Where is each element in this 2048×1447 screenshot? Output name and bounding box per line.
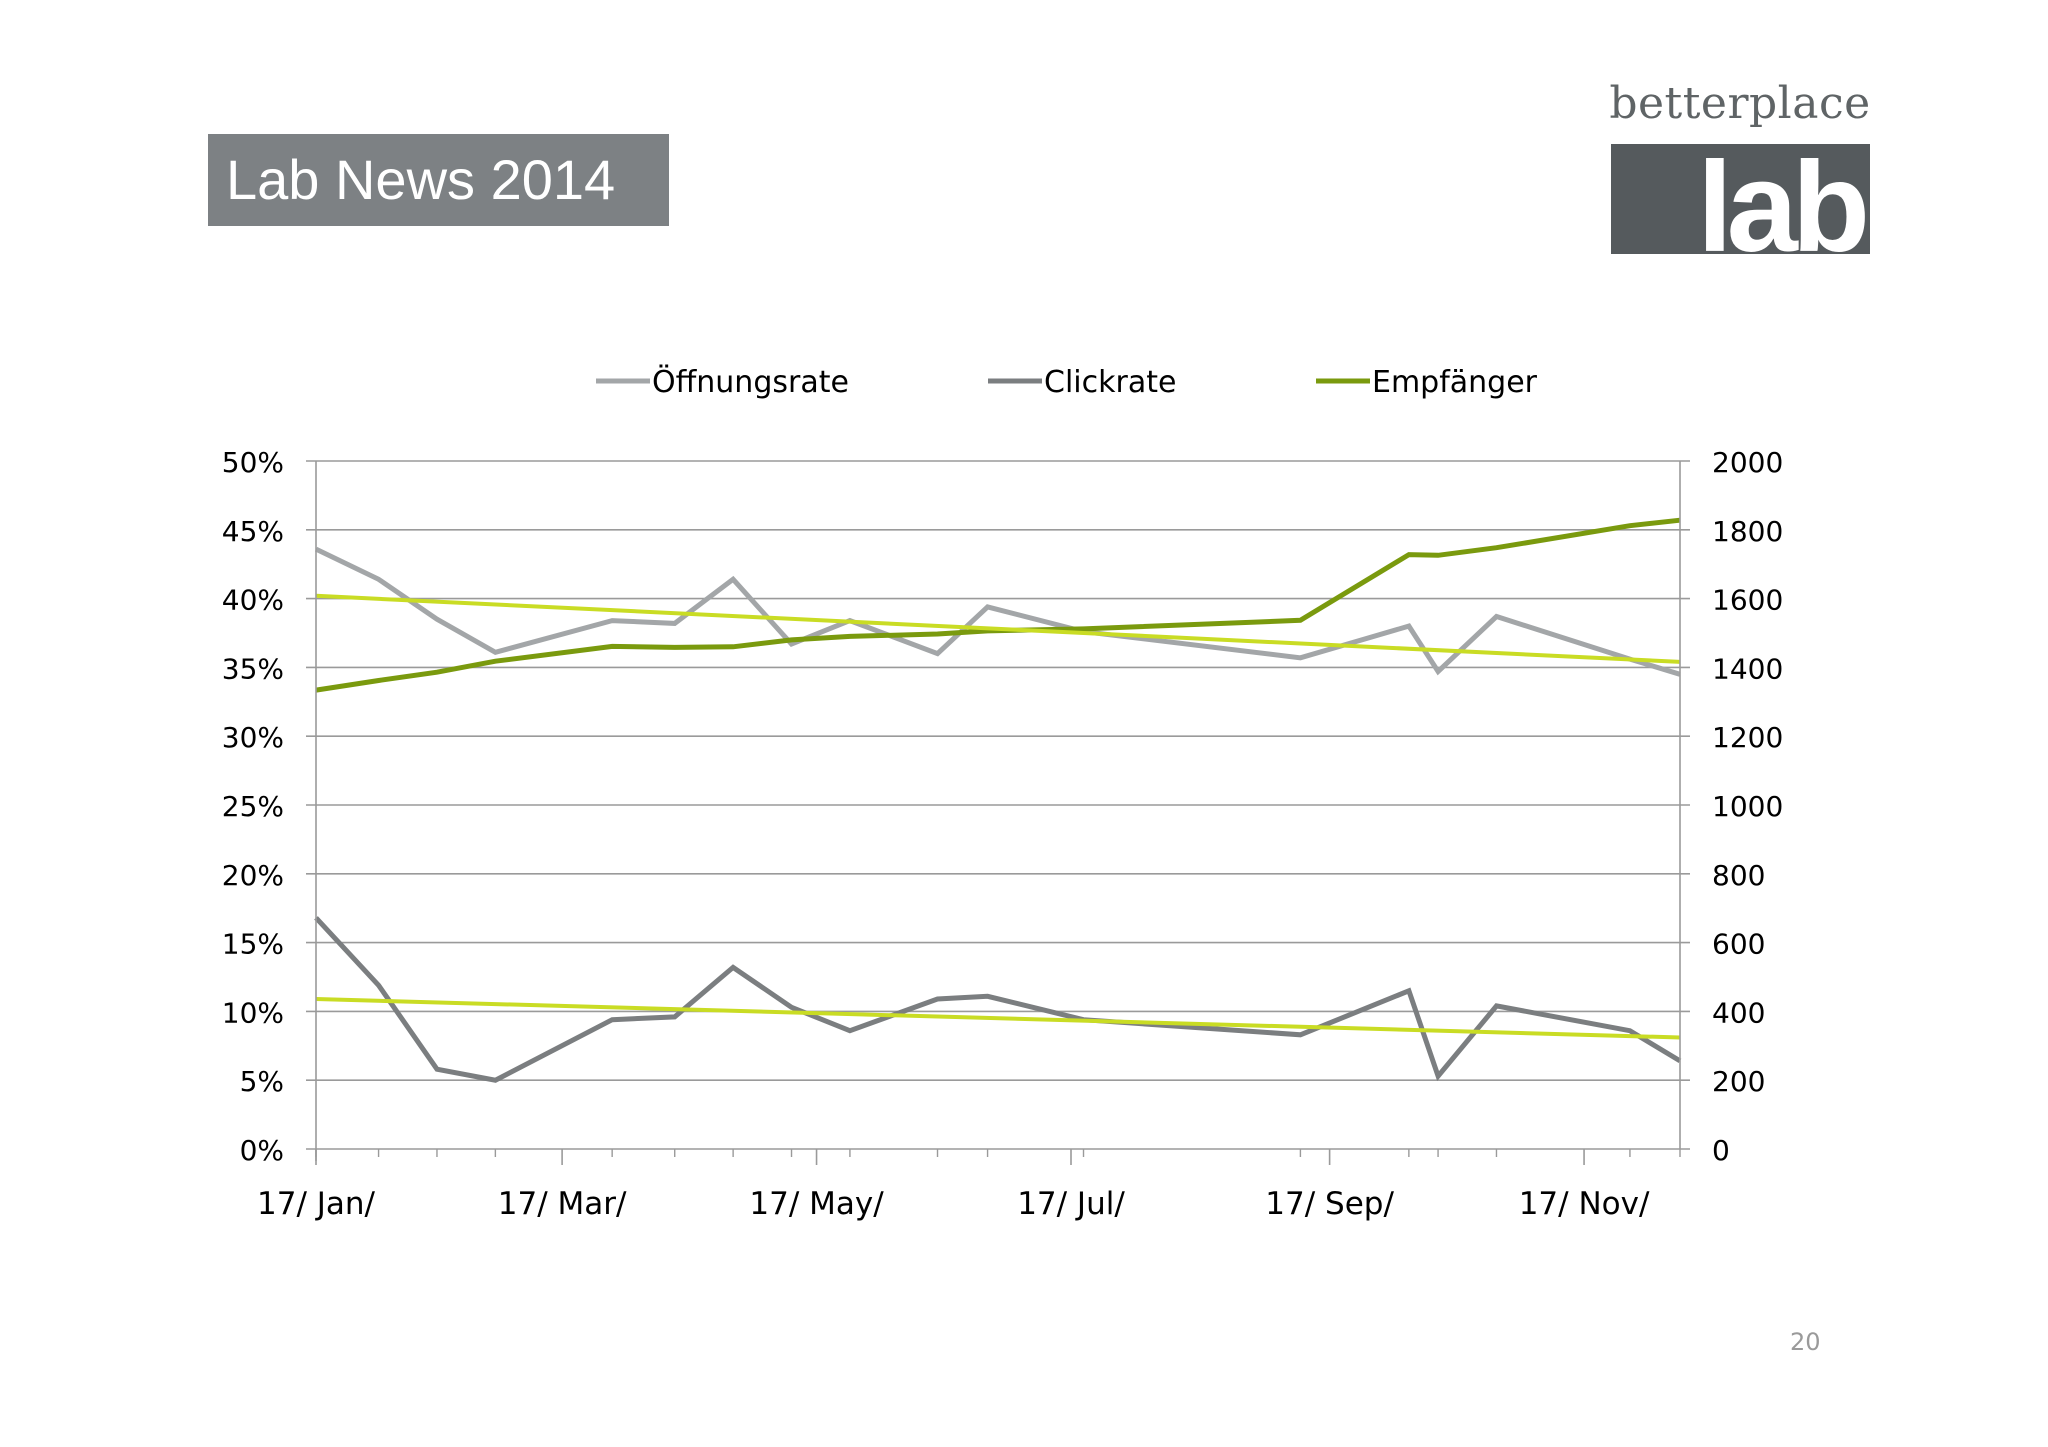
y-right-tick-label: 600 [1712, 928, 1765, 961]
y-right-tick-label: 2000 [1712, 446, 1783, 479]
y-right-tick-label: 1800 [1712, 515, 1783, 548]
y-right-tick-label: 800 [1712, 859, 1765, 892]
y-left-tick-label: 40% [222, 584, 284, 617]
y-left-tick-label: 5% [240, 1065, 284, 1098]
y-right-tick-label: 1600 [1712, 584, 1783, 617]
y-right-tick-label: 1200 [1712, 721, 1783, 754]
y-right-tick-label: 1000 [1712, 790, 1783, 823]
x-tick-label: 17/ Jan/ [257, 1186, 376, 1222]
grid-layer [306, 460, 1690, 1150]
axis-layer: 0% 0 5% 200 10% 400 15% 600 20% 800 25% 1000 30% 1200… [222, 446, 1784, 1222]
legend-label: Öffnungsrate [652, 364, 849, 400]
betterplace-lab-logo: betterplace lab [1608, 74, 1872, 272]
y-right-tick-label: 1400 [1712, 652, 1783, 685]
x-tick-label: 17/ Sep/ [1265, 1186, 1394, 1222]
y-left-tick-label: 15% [222, 928, 284, 961]
logo-block: lab [1611, 144, 1870, 272]
trendline [315, 997, 1681, 1040]
logo-wordmark: betterplace [1609, 78, 1871, 129]
y-right-tick-label: 0 [1712, 1134, 1730, 1167]
series-layer [314, 517, 1682, 1083]
slide-title: Lab News 2014 [208, 134, 669, 226]
logo-block-text: lab [1697, 136, 1870, 279]
legend-label: Clickrate [1044, 365, 1176, 400]
y-left-tick-label: 50% [222, 446, 284, 479]
x-tick-label: 17/ Jul/ [1017, 1186, 1125, 1222]
y-right-tick-label: 400 [1712, 996, 1765, 1029]
y-left-tick-label: 45% [222, 515, 284, 548]
y-left-tick-label: 30% [222, 721, 284, 754]
y-left-tick-label: 35% [222, 652, 284, 685]
trendline [315, 593, 1681, 664]
legend: Öffnungsrate Clickrate Empfänger [596, 364, 1538, 400]
y-left-tick-label: 10% [222, 996, 284, 1029]
page-number: 20 [1790, 1328, 1821, 1356]
legend-label: Empfänger [1372, 365, 1538, 400]
y-right-tick-label: 200 [1712, 1065, 1765, 1098]
series-line-empfänger [315, 517, 1681, 693]
x-tick-label: 17/ Mar/ [498, 1186, 627, 1222]
y-left-tick-label: 0% [240, 1134, 284, 1167]
x-tick-label: 17/ May/ [749, 1186, 884, 1222]
y-left-tick-label: 20% [222, 859, 284, 892]
y-left-tick-label: 25% [222, 790, 284, 823]
x-tick-label: 17/ Nov/ [1519, 1186, 1650, 1222]
